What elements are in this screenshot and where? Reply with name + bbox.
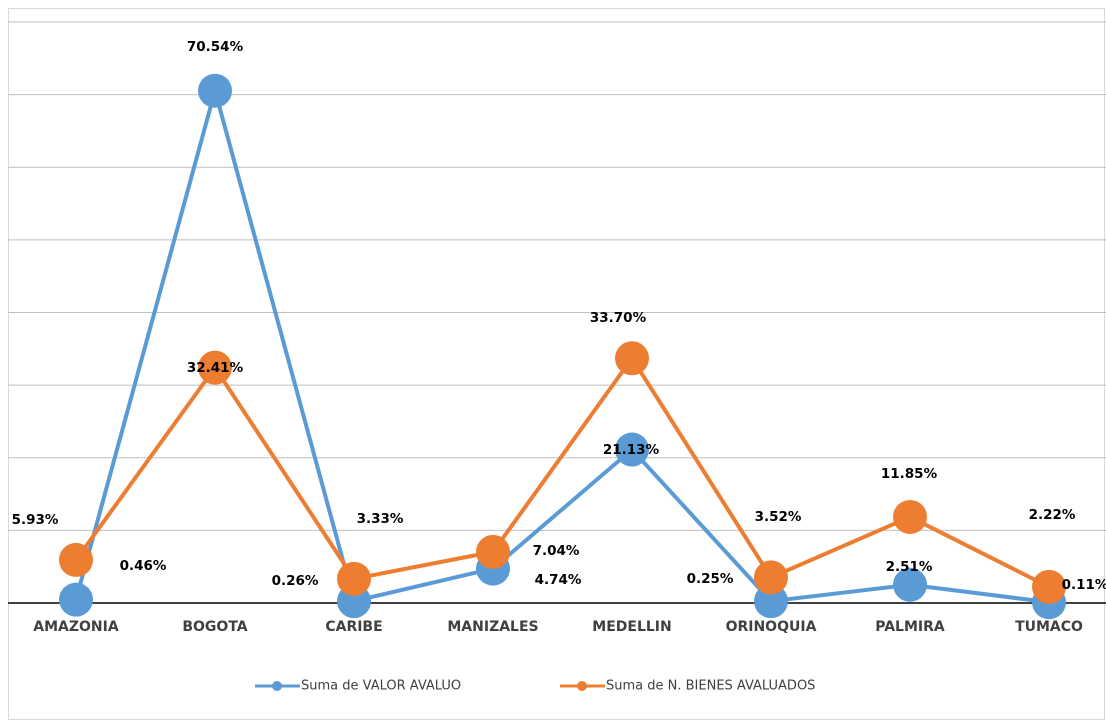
marker xyxy=(59,582,93,617)
x-tick-label: ORINOQUIA xyxy=(726,619,817,635)
marker xyxy=(198,73,232,108)
data-label: 4.74% xyxy=(535,572,582,588)
data-label: 11.85% xyxy=(881,466,938,482)
data-label: 33.70% xyxy=(590,310,647,326)
x-tick-label: PALMIRA xyxy=(875,619,945,635)
x-tick-label: TUMACO xyxy=(1015,619,1083,635)
data-label: 0.46% xyxy=(120,558,167,574)
marker xyxy=(337,561,371,596)
marker xyxy=(59,542,93,577)
marker xyxy=(754,560,788,595)
marker xyxy=(893,567,927,602)
marker xyxy=(615,432,649,467)
data-label: 2.22% xyxy=(1029,507,1076,523)
data-label: 21.13% xyxy=(603,442,660,458)
series-line xyxy=(74,356,1050,589)
legend-label: Suma de VALOR AVALUO xyxy=(301,679,461,694)
data-label: 5.93% xyxy=(12,512,59,528)
data-label: 2.51% xyxy=(886,559,933,575)
data-label: 0.11% xyxy=(1062,577,1106,593)
series-line xyxy=(74,88,1050,605)
data-label: 7.04% xyxy=(533,543,580,559)
x-tick-label: BOGOTA xyxy=(182,619,247,635)
data-label: 3.52% xyxy=(755,509,802,525)
x-tick-label: MEDELLIN xyxy=(592,619,671,635)
marker xyxy=(754,584,788,619)
x-tick-label: MANIZALES xyxy=(447,619,538,635)
legend-swatch xyxy=(577,681,587,691)
data-label: 32.41% xyxy=(187,360,244,376)
data-label: 0.25% xyxy=(687,571,734,587)
marker xyxy=(893,499,927,534)
marker xyxy=(476,534,510,569)
marker xyxy=(198,350,232,385)
chart-frame xyxy=(8,8,1105,720)
marker xyxy=(1032,569,1066,604)
x-tick-label: AMAZONIA xyxy=(33,619,119,635)
data-label: 3.33% xyxy=(357,511,404,527)
x-tick-label: CARIBE xyxy=(325,619,382,635)
data-label: 70.54% xyxy=(187,39,244,55)
legend-label: Suma de N. BIENES AVALUADOS xyxy=(606,679,815,694)
legend-swatch xyxy=(272,681,282,691)
data-label: 0.26% xyxy=(272,573,319,589)
marker xyxy=(615,341,649,376)
